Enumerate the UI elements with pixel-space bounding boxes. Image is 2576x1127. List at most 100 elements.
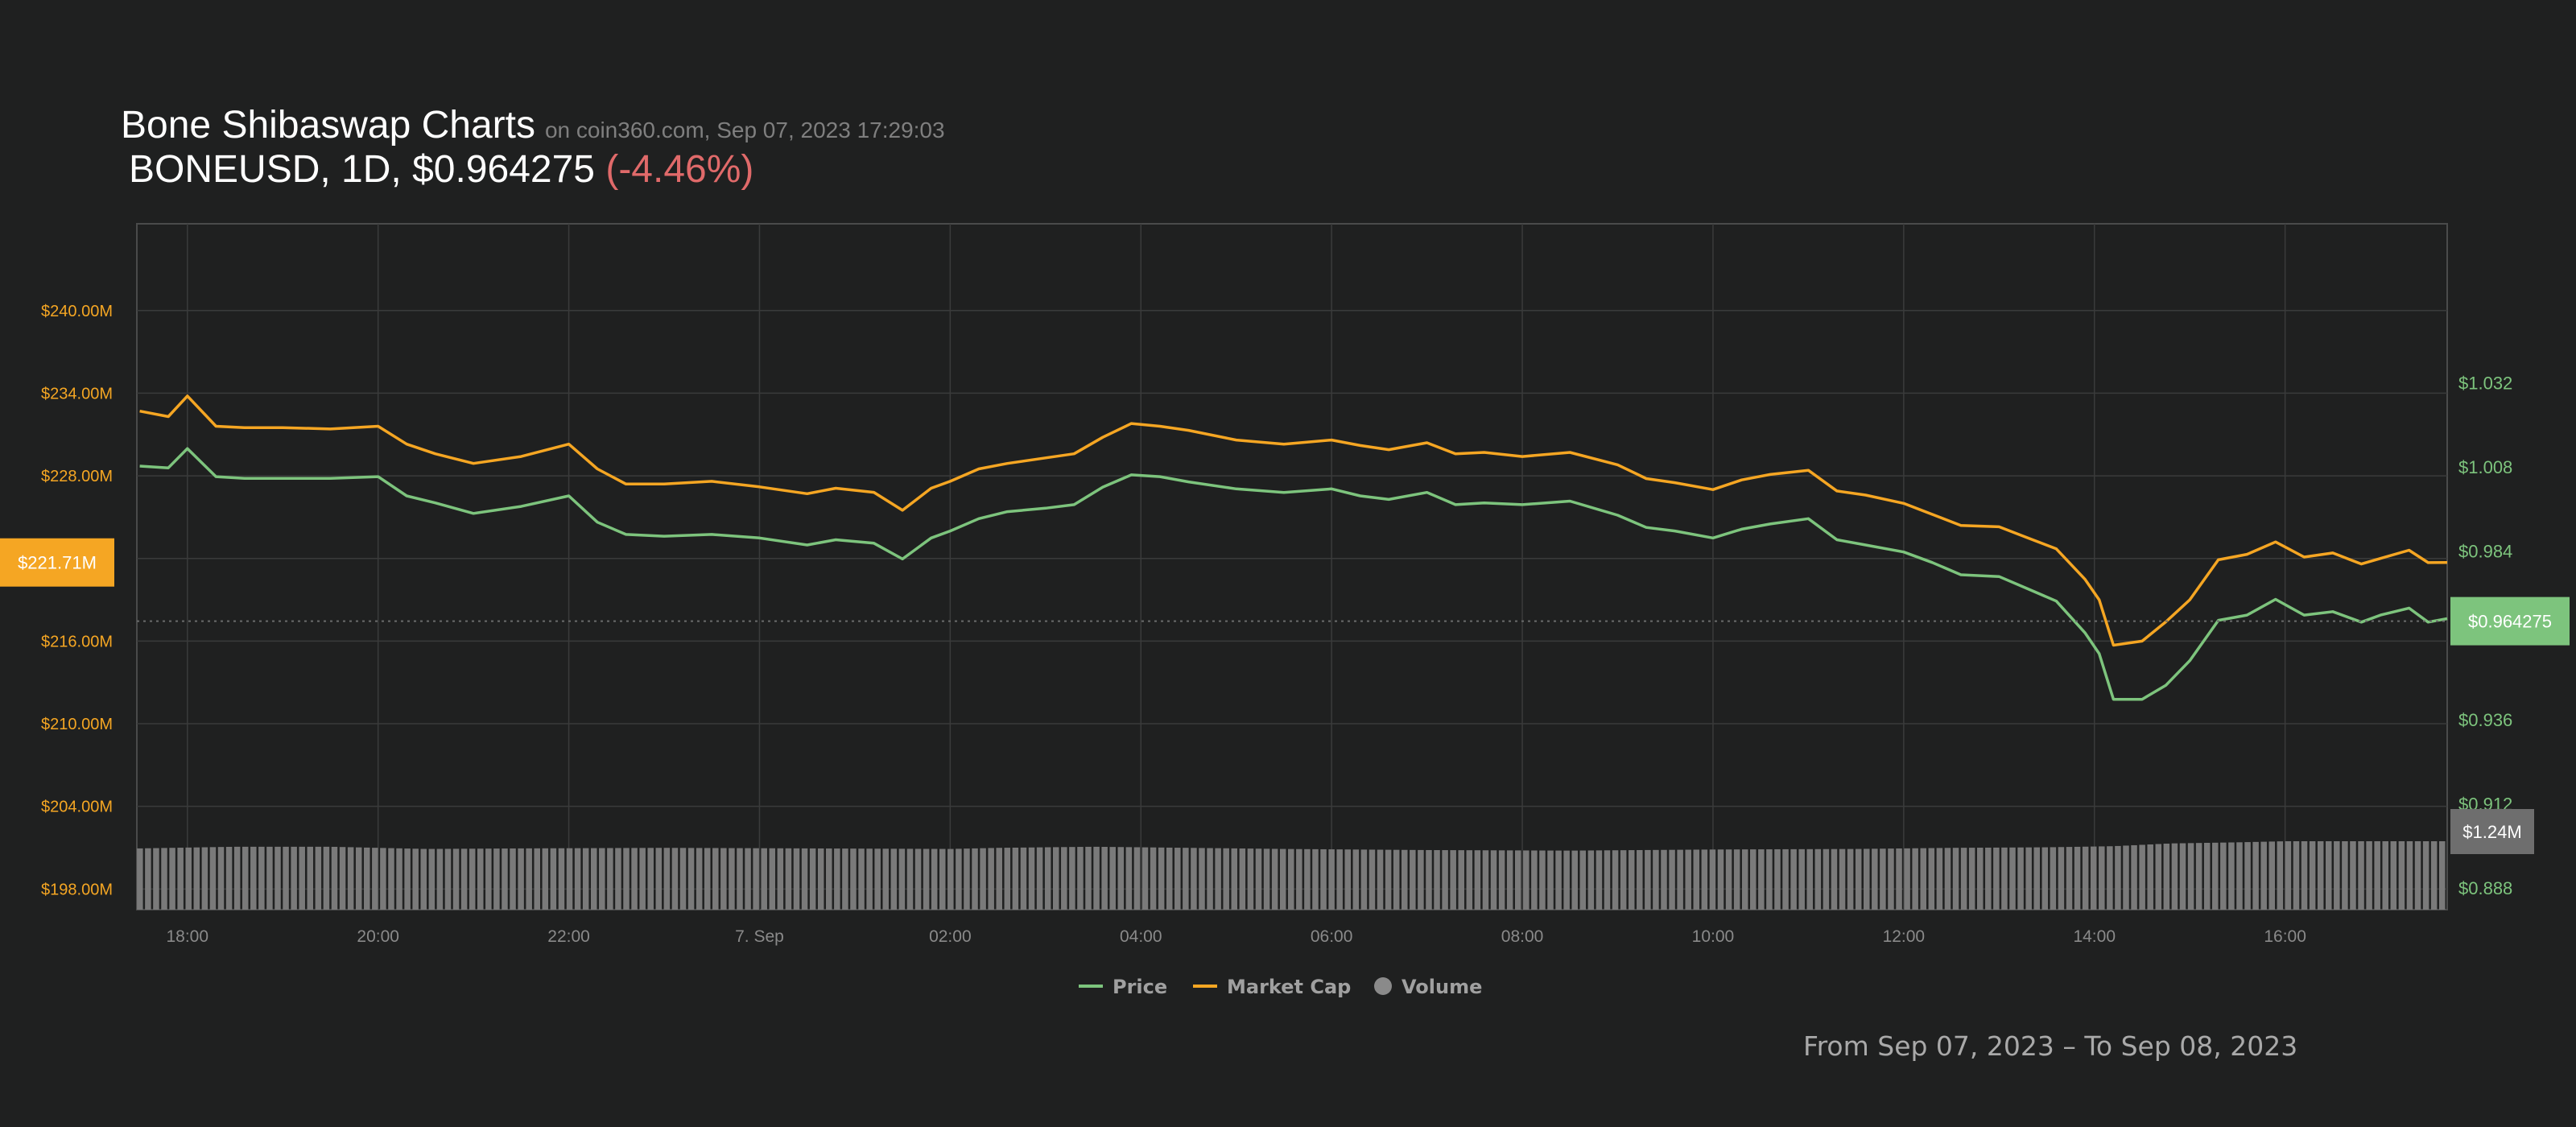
volume-bar (1693, 849, 1700, 910)
volume-bar (745, 848, 751, 910)
x-tick-label: 04:00 (1120, 927, 1162, 946)
volume-bar (2350, 841, 2356, 910)
volume-bar (1928, 848, 1935, 910)
volume-bar (185, 847, 192, 910)
volume-bar (518, 848, 524, 910)
volume-bar (201, 847, 208, 910)
volume-bar (2430, 841, 2438, 910)
x-tick-label: 02:00 (929, 927, 972, 946)
volume-bar (2066, 847, 2073, 910)
right-y-tick-label: $0.984 (2458, 542, 2512, 562)
volume-bar (914, 848, 922, 910)
volume-bar (2260, 841, 2267, 910)
volume-bar (1377, 849, 1384, 910)
volume-bar (1637, 849, 1643, 910)
volume-bar (250, 846, 257, 910)
volume-bar (753, 848, 759, 910)
x-tick-label: 10:00 (1692, 927, 1735, 946)
volume-bar (283, 846, 289, 910)
volume-bar (1336, 849, 1343, 910)
left-y-tick-label: $240.00M (41, 303, 113, 320)
volume-bar (396, 848, 402, 910)
volume-bar (1223, 848, 1229, 910)
volume-bar (1823, 848, 1830, 910)
volume-bar (323, 846, 330, 910)
volume-bar (1474, 850, 1481, 910)
volume-bar (364, 847, 370, 910)
volume-bar (1191, 848, 1197, 910)
volume-bar (2107, 846, 2113, 910)
volume-bar (1215, 848, 1221, 910)
volume-bar (1271, 848, 1278, 910)
volume-bar (1985, 847, 1992, 910)
volume-bar (1612, 850, 1619, 910)
volume-bar (347, 847, 354, 910)
volume-bar (1466, 850, 1473, 910)
volume-bar (834, 848, 840, 910)
volume-bar (817, 848, 824, 910)
volume-bar (469, 848, 476, 910)
volume-bar (1506, 850, 1513, 910)
volume-bar (2212, 842, 2219, 910)
volume-bar (1312, 848, 1319, 910)
volume-bar (729, 848, 735, 910)
volume-bar (890, 848, 898, 910)
volume-bar (1620, 850, 1627, 910)
volume-bar (2317, 841, 2324, 910)
volume-bar (623, 848, 630, 910)
volume-bar (2406, 841, 2413, 910)
left-y-tick-label: $234.00M (41, 385, 113, 402)
volume-bar (1020, 847, 1027, 910)
volume-bar (1758, 849, 1765, 910)
volume-bar (1141, 847, 1149, 910)
volume-bar (1798, 848, 1805, 910)
volume-bar (1482, 850, 1489, 910)
volume-bar (947, 848, 954, 910)
volume-bar (1207, 848, 1213, 910)
volume-bar (1368, 849, 1376, 910)
volume-bar (1069, 847, 1075, 910)
volume-bar (1101, 847, 1108, 910)
volume-bar (1750, 849, 1757, 910)
volume-bar (1571, 850, 1578, 910)
volume-bar (420, 848, 427, 910)
volume-bar (428, 848, 436, 910)
volume-bar (2009, 847, 2016, 910)
volume-bar (1410, 849, 1416, 910)
volume-bar (1523, 850, 1530, 910)
volume-bar (1531, 850, 1538, 910)
volume-bar (1498, 850, 1505, 910)
volume-bar (2220, 842, 2227, 910)
volume-bar (258, 846, 265, 910)
volume-bar (2187, 843, 2194, 910)
volume-bar (1012, 847, 1019, 910)
volume-bar (2033, 847, 2040, 910)
volume-bar (1239, 848, 1246, 910)
volume-bar (1596, 850, 1603, 910)
volume-bar (485, 848, 492, 910)
volume-bar (1199, 848, 1205, 910)
volume-bar (558, 848, 565, 910)
volume-bar (1741, 849, 1748, 910)
volume-bar (590, 848, 597, 910)
volume-badge-label: $1.24M (2462, 822, 2521, 842)
volume-bar (2374, 841, 2380, 910)
left-y-tick-label: $228.00M (41, 468, 113, 485)
volume-bar (1360, 849, 1368, 910)
volume-bar (2025, 847, 2032, 910)
volume-bar (785, 848, 792, 910)
volume-bar (1514, 850, 1521, 910)
volume-bar (2171, 843, 2178, 910)
volume-bar (145, 848, 151, 910)
volume-bar (1944, 848, 1951, 910)
volume-bar (242, 846, 249, 910)
volume-bar (1539, 850, 1546, 910)
volume-bar (1952, 848, 1959, 910)
volume-bar (1685, 849, 1691, 910)
volume-bar (1263, 848, 1270, 910)
volume-bar (1555, 850, 1562, 910)
volume-bar (2195, 843, 2202, 910)
volume-bar (1036, 847, 1043, 910)
legend-volume-swatch (1374, 977, 1392, 995)
volume-bar (355, 847, 362, 910)
